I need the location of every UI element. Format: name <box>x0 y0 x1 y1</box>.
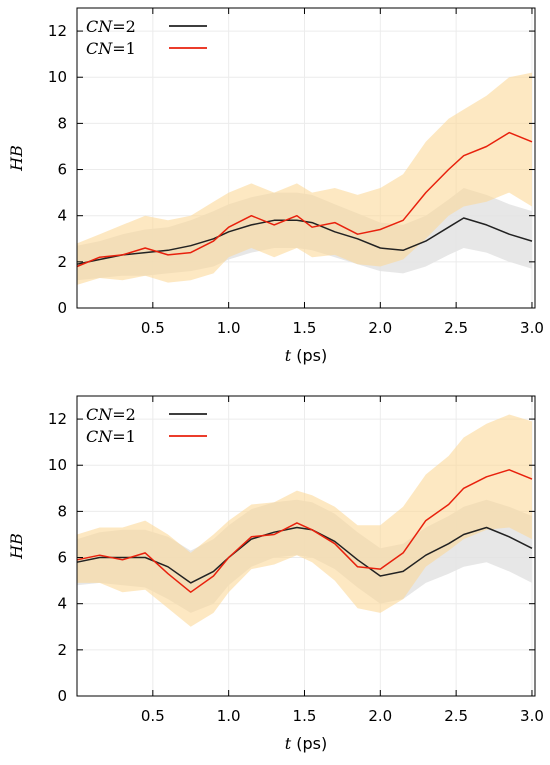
x-tick-label: 2.5 <box>444 707 468 725</box>
legend-value: =1 <box>112 427 136 446</box>
x-tick-label: 2.0 <box>368 319 392 337</box>
legend-label: CN=2 <box>86 17 136 36</box>
y-tick-label: 2 <box>57 253 67 271</box>
x-axis-variable: t <box>285 734 292 753</box>
legend-value: =2 <box>112 405 136 424</box>
confidence-band-cn1 <box>77 414 532 627</box>
x-tick-label: 1.0 <box>217 707 241 725</box>
y-tick-label: 10 <box>48 68 67 86</box>
y-tick-label: 2 <box>57 641 67 659</box>
y-tick-label: 12 <box>48 410 67 428</box>
y-tick-label: 0 <box>57 299 67 317</box>
y-tick-label: 12 <box>48 22 67 40</box>
legend-label: CN=1 <box>86 39 136 58</box>
y-tick-label: 8 <box>57 114 67 132</box>
series-line-cn2 <box>76 526 533 584</box>
x-axis-unit: (ps) <box>296 346 327 365</box>
y-axis-label: HB <box>7 145 26 172</box>
x-tick-label: 2.5 <box>444 319 468 337</box>
x-axis-variable: t <box>285 346 292 365</box>
legend: CN=2CN=1 <box>86 405 207 446</box>
x-tick-label: 3.0 <box>520 319 544 337</box>
x-tick-label: 1.0 <box>217 319 241 337</box>
legend: CN=2CN=1 <box>86 17 207 58</box>
confidence-band-cn1 <box>77 72 532 285</box>
plot-frame <box>76 395 536 697</box>
legend-label: CN=1 <box>86 427 136 446</box>
legend-variable: CN <box>86 17 113 36</box>
series-line-cn1 <box>76 131 533 268</box>
x-tick-label: 1.5 <box>293 319 317 337</box>
series-line-cn1 <box>76 469 533 593</box>
y-axis-label: HB <box>7 533 26 560</box>
legend-value: =2 <box>112 17 136 36</box>
legend-variable: CN <box>86 427 113 446</box>
y-tick-label: 8 <box>57 502 67 520</box>
x-tick-label: 2.0 <box>368 707 392 725</box>
y-tick-label: 4 <box>57 207 67 225</box>
x-tick-label: 0.5 <box>141 707 165 725</box>
x-tick-label: 3.0 <box>520 707 544 725</box>
x-tick-label: 0.5 <box>141 319 165 337</box>
y-tick-label: 10 <box>48 456 67 474</box>
legend-variable: CN <box>86 405 113 424</box>
x-axis-label: t (ps) <box>285 734 327 753</box>
y-tick-label: 0 <box>57 687 67 705</box>
x-tick-label: 1.5 <box>293 707 317 725</box>
plot-frame <box>76 7 536 309</box>
y-tick-label: 6 <box>57 549 67 567</box>
legend-variable: CN <box>86 39 113 58</box>
legend-value: =1 <box>112 39 136 58</box>
y-tick-label: 6 <box>57 161 67 179</box>
legend-label: CN=2 <box>86 405 136 424</box>
x-axis-label: t (ps) <box>285 346 327 365</box>
y-tick-label: 4 <box>57 595 67 613</box>
x-axis-unit: (ps) <box>296 734 327 753</box>
